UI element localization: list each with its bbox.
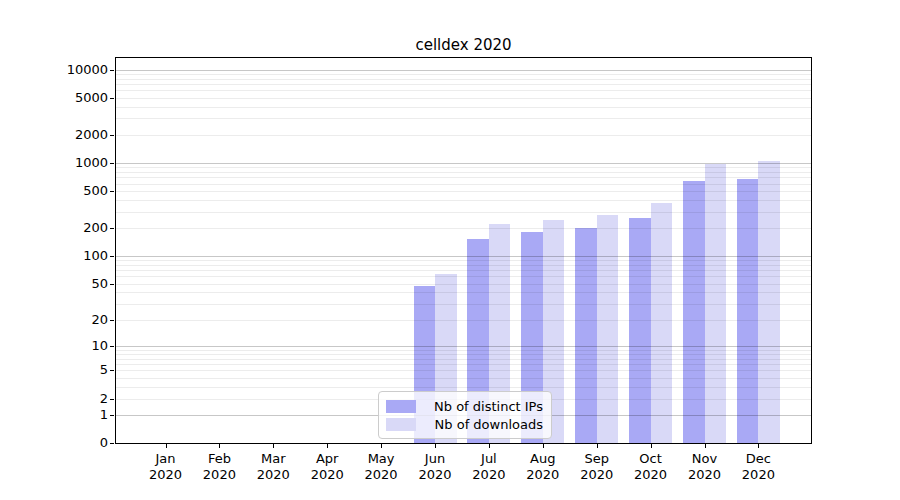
x-axis-tick-label-aug-2020: Aug 2020: [513, 451, 573, 483]
x-axis-tick-mark-oct-2020: [651, 444, 652, 448]
legend-swatch-nb-of-distinct-ips: [386, 400, 416, 413]
legend-item-nb-of-downloads: Nb of downloads: [386, 415, 543, 433]
bar-nb-of-downloads-sep-2020: [597, 215, 619, 443]
x-axis-tick-label-sep-2020: Sep 2020: [567, 451, 627, 483]
y-axis-tick-mark-1000: [110, 163, 114, 164]
y-axis-tick-mark-10: [110, 346, 114, 347]
y-axis-tick-label-2000: 2000: [36, 127, 108, 143]
x-axis-tick-mark-apr-2020: [327, 444, 328, 448]
bar-nb-of-downloads-oct-2020: [651, 203, 673, 443]
legend-swatch-nb-of-downloads: [386, 418, 416, 431]
x-axis-tick-mark-jul-2020: [489, 444, 490, 448]
x-axis-tick-mark-sep-2020: [597, 444, 598, 448]
x-axis-tick-mark-may-2020: [381, 444, 382, 448]
bar-nb-of-distinct-ips-dec-2020: [737, 179, 759, 443]
chart-figure: celldex 2020 100005000200010005002001005…: [0, 0, 900, 500]
x-axis-tick-label-feb-2020: Feb 2020: [189, 451, 249, 483]
x-axis-tick-label-may-2020: May 2020: [351, 451, 411, 483]
x-axis-tick-mark-feb-2020: [219, 444, 220, 448]
x-axis-tick-label-jul-2020: Jul 2020: [459, 451, 519, 483]
y-axis-tick-mark-50: [110, 284, 114, 285]
bar-nb-of-distinct-ips-nov-2020: [683, 181, 705, 443]
y-axis-tick-label-0: 0: [36, 435, 108, 451]
bar-nb-of-downloads-dec-2020: [758, 161, 780, 444]
x-axis-tick-label-jun-2020: Jun 2020: [405, 451, 465, 483]
y-axis-tick-label-500: 500: [36, 183, 108, 199]
x-axis-tick-label-nov-2020: Nov 2020: [675, 451, 735, 483]
y-axis-tick-label-1000: 1000: [36, 155, 108, 171]
y-axis-tick-label-10: 10: [36, 338, 108, 354]
y-axis-tick-label-200: 200: [36, 220, 108, 236]
x-axis-tick-label-jan-2020: Jan 2020: [136, 451, 196, 483]
y-axis-tick-label-5000: 5000: [36, 90, 108, 106]
y-axis-tick-mark-200: [110, 228, 114, 229]
y-axis-tick-mark-5: [110, 370, 114, 371]
y-axis-tick-mark-20: [110, 320, 114, 321]
y-axis-tick-label-20: 20: [36, 312, 108, 328]
x-axis-tick-mark-jun-2020: [435, 444, 436, 448]
legend: Nb of distinct IPs Nb of downloads: [378, 391, 552, 439]
y-axis-tick-mark-2: [110, 399, 114, 400]
y-axis-tick-mark-5000: [110, 98, 114, 99]
bars-layer: [116, 58, 811, 443]
y-axis-tick-mark-2000: [110, 135, 114, 136]
x-axis-tick-mark-nov-2020: [705, 444, 706, 448]
bar-nb-of-distinct-ips-oct-2020: [629, 218, 651, 443]
y-axis-tick-label-10000: 10000: [36, 62, 108, 78]
x-axis-tick-mark-jan-2020: [166, 444, 167, 448]
x-axis-tick-mark-mar-2020: [273, 444, 274, 448]
x-axis-tick-label-dec-2020: Dec 2020: [728, 451, 788, 483]
y-axis-tick-mark-0: [110, 443, 114, 444]
legend-item-nb-of-distinct-ips: Nb of distinct IPs: [386, 397, 543, 415]
bar-nb-of-distinct-ips-sep-2020: [575, 228, 597, 443]
legend-label-nb-of-downloads: Nb of downloads: [426, 417, 543, 432]
x-axis-tick-label-oct-2020: Oct 2020: [621, 451, 681, 483]
y-axis-tick-label-100: 100: [36, 248, 108, 264]
x-axis-tick-mark-dec-2020: [758, 444, 759, 448]
y-axis-tick-mark-500: [110, 191, 114, 192]
legend-label-nb-of-distinct-ips: Nb of distinct IPs: [426, 399, 543, 414]
y-axis-tick-mark-10000: [110, 70, 114, 71]
y-axis-tick-label-1: 1: [36, 407, 108, 423]
y-axis-tick-mark-1: [110, 415, 114, 416]
x-axis-tick-label-apr-2020: Apr 2020: [297, 451, 357, 483]
x-axis-tick-label-mar-2020: Mar 2020: [243, 451, 303, 483]
y-axis-tick-label-50: 50: [36, 276, 108, 292]
y-axis-tick-label-5: 5: [36, 362, 108, 378]
chart-title: celldex 2020: [115, 36, 812, 54]
y-axis-tick-mark-100: [110, 256, 114, 257]
plot-area: [115, 57, 812, 444]
y-axis-tick-label-2: 2: [36, 391, 108, 407]
bar-nb-of-downloads-nov-2020: [705, 164, 727, 444]
x-axis-tick-mark-aug-2020: [543, 444, 544, 448]
